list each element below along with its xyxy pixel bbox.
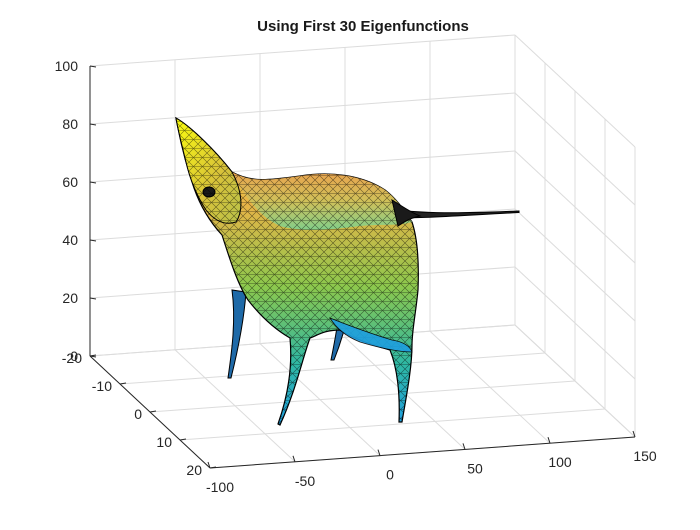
- grid-line-y-floor: [179, 408, 606, 441]
- z-tick-label: 20: [62, 290, 78, 306]
- surface-tail: [397, 209, 520, 219]
- z-tick-label: 40: [62, 232, 78, 248]
- surface-leg-back-left: [227, 289, 247, 379]
- y-tick-label: -20: [62, 350, 82, 366]
- grid-line-z-side: [514, 34, 636, 148]
- z-tick-mark: [89, 297, 97, 300]
- z-tick-label: 0: [70, 348, 78, 364]
- grid-line-z-side: [514, 92, 636, 206]
- grid-line-z-side: [514, 266, 636, 380]
- y-tick-mark: [89, 354, 97, 357]
- x-tick-label: 0: [386, 467, 394, 483]
- z-tick-mark: [89, 239, 97, 242]
- z-tick-mark: [89, 123, 97, 126]
- axis-lines: [89, 65, 636, 469]
- z-tick-label: 60: [62, 174, 78, 190]
- labels: Using First 30 Eigenfunctions 0 20 40 60 80 1…: [55, 18, 657, 495]
- y-tick-label: 20: [186, 462, 202, 478]
- z-tick-label: 80: [62, 116, 78, 132]
- z-tick-mark: [89, 65, 97, 68]
- y-tick-mark: [179, 438, 187, 441]
- grid-line-z-back: [89, 150, 516, 183]
- surface-mesh-overlay: [176, 118, 419, 425]
- surface-belly: [329, 317, 413, 353]
- surface-mesh: [175, 116, 520, 426]
- z-tick-label: 100: [55, 58, 79, 74]
- grid-lines: [89, 34, 636, 469]
- chart-title: Using First 30 Eigenfunctions: [257, 18, 469, 35]
- z-tick-mark: [89, 181, 97, 184]
- grid-line-z-side: [514, 150, 636, 264]
- y-tick-label: 10: [156, 434, 172, 450]
- x-tick-label: -100: [206, 479, 234, 495]
- y-tick-mark: [209, 466, 217, 469]
- x-tick-mark: [292, 455, 296, 462]
- surface-fin: [391, 198, 422, 227]
- grid-line-z-back: [89, 92, 516, 125]
- x-tick-label: 50: [467, 460, 483, 476]
- x-tick-mark: [207, 461, 211, 469]
- grid-line-z-back: [89, 34, 516, 67]
- grid-line-y-floor: [149, 380, 576, 413]
- x-tick-mark: [632, 430, 636, 438]
- x-tick-label: -50: [295, 473, 315, 489]
- x-tick-mark: [462, 443, 466, 450]
- x-tick-label: 100: [548, 454, 572, 470]
- y-tick-mark: [119, 382, 127, 385]
- y-tick-label: 0: [134, 406, 142, 422]
- x-tick-label: 150: [633, 448, 657, 464]
- y-tick-label: -10: [92, 378, 112, 394]
- y-tick-mark: [149, 410, 157, 413]
- x-tick-mark: [547, 437, 551, 444]
- grid-line-z-side: [514, 208, 636, 322]
- x-axis-line: [209, 436, 636, 469]
- x-tick-mark: [377, 449, 381, 456]
- grid-line-y-floor: [119, 352, 546, 385]
